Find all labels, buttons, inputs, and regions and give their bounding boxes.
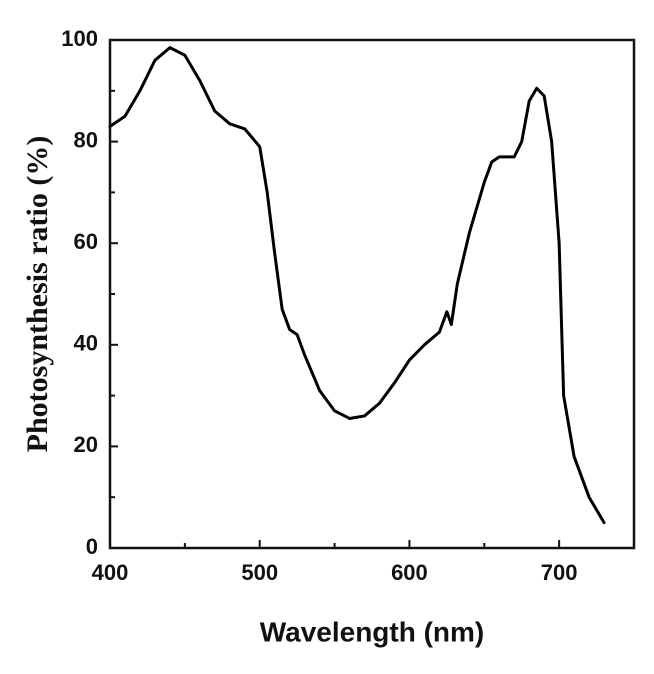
x-tick-label: 700 xyxy=(541,560,578,585)
y-axis-label: Photosynthesis ratio (%) xyxy=(21,136,54,453)
y-tick-label: 80 xyxy=(74,127,98,152)
y-tick-label: 0 xyxy=(86,534,98,559)
y-tick-label: 20 xyxy=(74,432,98,457)
x-tick-label: 400 xyxy=(92,560,129,585)
x-axis-label: Wavelength (nm) xyxy=(260,616,485,647)
x-tick-label: 600 xyxy=(391,560,428,585)
x-tick-label: 500 xyxy=(241,560,278,585)
y-tick-label: 100 xyxy=(61,26,98,51)
plot-frame xyxy=(108,38,636,550)
y-tick-label: 40 xyxy=(74,331,98,356)
y-tick-label: 60 xyxy=(74,229,98,254)
data-line xyxy=(108,46,606,525)
